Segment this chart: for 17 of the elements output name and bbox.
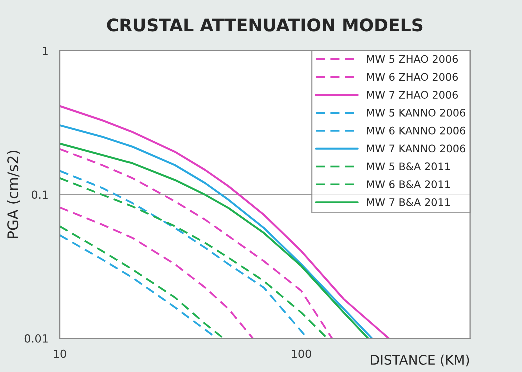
legend-label: MW 5 KANNO 2006 xyxy=(367,108,466,117)
legend-label: MW 6 ZHAO 2006 xyxy=(367,73,458,82)
y-tick-label: 0.1 xyxy=(32,190,48,200)
legend-label: MW 7 B&A 2011 xyxy=(367,198,450,206)
legend-label: MW 6 KANNO 2006 xyxy=(367,126,466,135)
x-axis-title: DISTANCE (KM) xyxy=(371,354,470,367)
y-axis-title: PGA (cm/s2) xyxy=(7,150,20,238)
legend-label: MW 6 B&A 2011 xyxy=(367,180,450,188)
legend-label: MW 7 KANNO 2006 xyxy=(367,144,466,153)
y-tick-label: 0.01 xyxy=(24,334,48,343)
chart-title: CRUSTAL ATTENUATION MODELS xyxy=(107,18,423,32)
y-tick-label: 1 xyxy=(43,47,48,56)
x-tick-label: 10 xyxy=(54,350,66,358)
x-tick-label: 100 xyxy=(292,350,312,358)
legend-label: MW 5 B&A 2011 xyxy=(367,162,450,171)
legend-label: MW 5 ZHAO 2006 xyxy=(367,55,458,64)
legend-label: MW 7 ZHAO 2006 xyxy=(367,91,458,99)
